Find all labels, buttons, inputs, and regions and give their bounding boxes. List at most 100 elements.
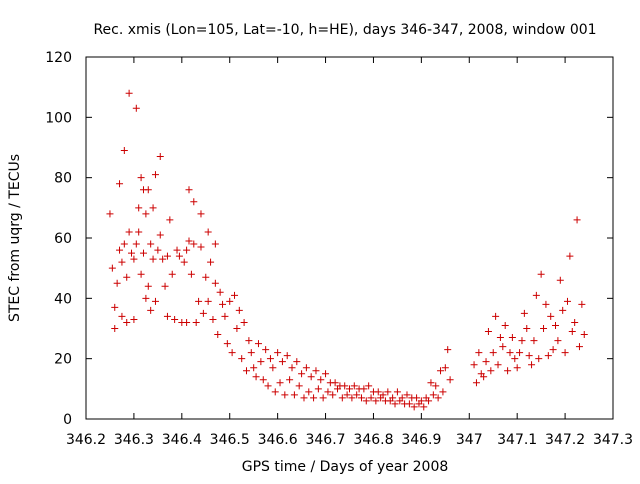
data-point <box>487 367 495 375</box>
data-point <box>264 382 272 390</box>
data-point <box>552 321 560 329</box>
data-point <box>346 385 353 393</box>
data-point <box>252 373 260 381</box>
data-point <box>130 315 138 323</box>
data-point <box>290 391 298 399</box>
data-point <box>111 325 119 332</box>
data-point <box>216 288 224 296</box>
data-point <box>554 337 562 345</box>
data-point <box>254 340 262 348</box>
data-point <box>125 89 133 97</box>
x-tick-label: 346.9 <box>401 432 441 448</box>
data-point <box>499 343 507 351</box>
data-point <box>132 240 140 248</box>
data-point <box>542 300 550 308</box>
data-point <box>175 252 183 260</box>
y-tick-label: 0 <box>63 412 72 428</box>
data-point <box>116 180 124 188</box>
data-point <box>149 204 157 212</box>
data-point <box>348 394 356 402</box>
data-point <box>190 198 198 206</box>
data-point <box>322 370 330 378</box>
data-point <box>446 376 454 384</box>
data-point <box>283 352 291 360</box>
data-point <box>513 364 521 372</box>
data-point <box>116 246 124 254</box>
data-point <box>525 352 533 360</box>
data-point <box>492 312 500 320</box>
data-point <box>360 385 368 393</box>
data-point <box>151 171 159 179</box>
data-point <box>293 358 301 366</box>
data-point <box>135 228 143 236</box>
data-point <box>329 391 337 399</box>
data-point <box>120 240 128 248</box>
data-point <box>214 331 222 339</box>
data-point <box>504 367 512 375</box>
x-tick-label: 346.2 <box>66 432 106 448</box>
data-point <box>573 216 581 224</box>
data-point <box>566 252 574 260</box>
y-tick-label: 60 <box>54 231 72 247</box>
data-point <box>281 391 289 399</box>
data-point <box>271 388 279 396</box>
data-point <box>417 397 425 405</box>
data-point <box>350 382 358 390</box>
data-point <box>204 228 212 236</box>
data-point <box>245 337 253 345</box>
data-point <box>302 364 310 372</box>
data-point <box>228 349 236 357</box>
data-point <box>106 210 114 218</box>
data-point <box>441 364 449 372</box>
data-point <box>506 349 514 357</box>
data-point <box>144 282 152 290</box>
data-point <box>163 252 171 260</box>
x-axis-tick-labels: 346.2 346.3 346.4 346.5 346.6 346.7 346.8 346.9… <box>66 432 633 448</box>
data-point <box>530 337 538 345</box>
data-point <box>113 279 121 287</box>
data-point <box>142 294 150 302</box>
data-point <box>125 228 133 236</box>
data-point <box>108 264 116 272</box>
data-point <box>310 394 318 402</box>
data-point <box>432 382 440 390</box>
data-point <box>211 279 219 287</box>
data-point <box>147 240 155 248</box>
data-point <box>295 382 303 390</box>
x-tick-label: 346.3 <box>114 432 154 448</box>
data-point <box>312 367 320 375</box>
data-point <box>147 306 155 314</box>
data-point <box>427 379 435 387</box>
data-point <box>209 315 217 323</box>
data-point <box>168 270 176 278</box>
data-point <box>259 376 267 384</box>
data-point <box>482 358 490 366</box>
data-point <box>319 394 327 402</box>
data-point <box>135 204 143 212</box>
data-point <box>163 312 171 320</box>
data-point <box>185 237 193 245</box>
data-point <box>580 331 588 339</box>
data-point <box>235 306 243 314</box>
data-point <box>190 240 198 248</box>
data-points <box>106 89 588 411</box>
data-point <box>207 258 215 266</box>
data-point <box>374 388 382 396</box>
data-point <box>257 358 265 366</box>
data-point <box>250 364 258 372</box>
data-point <box>274 349 282 357</box>
data-point <box>563 297 571 305</box>
data-point <box>149 255 157 263</box>
data-point <box>532 291 540 299</box>
data-point <box>405 400 413 408</box>
data-point <box>518 337 526 345</box>
data-point <box>288 364 296 372</box>
x-tick-label: 346.7 <box>305 432 345 448</box>
x-tick-label: 347.1 <box>497 432 537 448</box>
data-point <box>535 355 543 363</box>
data-point <box>300 394 308 402</box>
data-point <box>331 379 339 387</box>
data-point <box>171 315 179 323</box>
data-point <box>537 270 545 278</box>
